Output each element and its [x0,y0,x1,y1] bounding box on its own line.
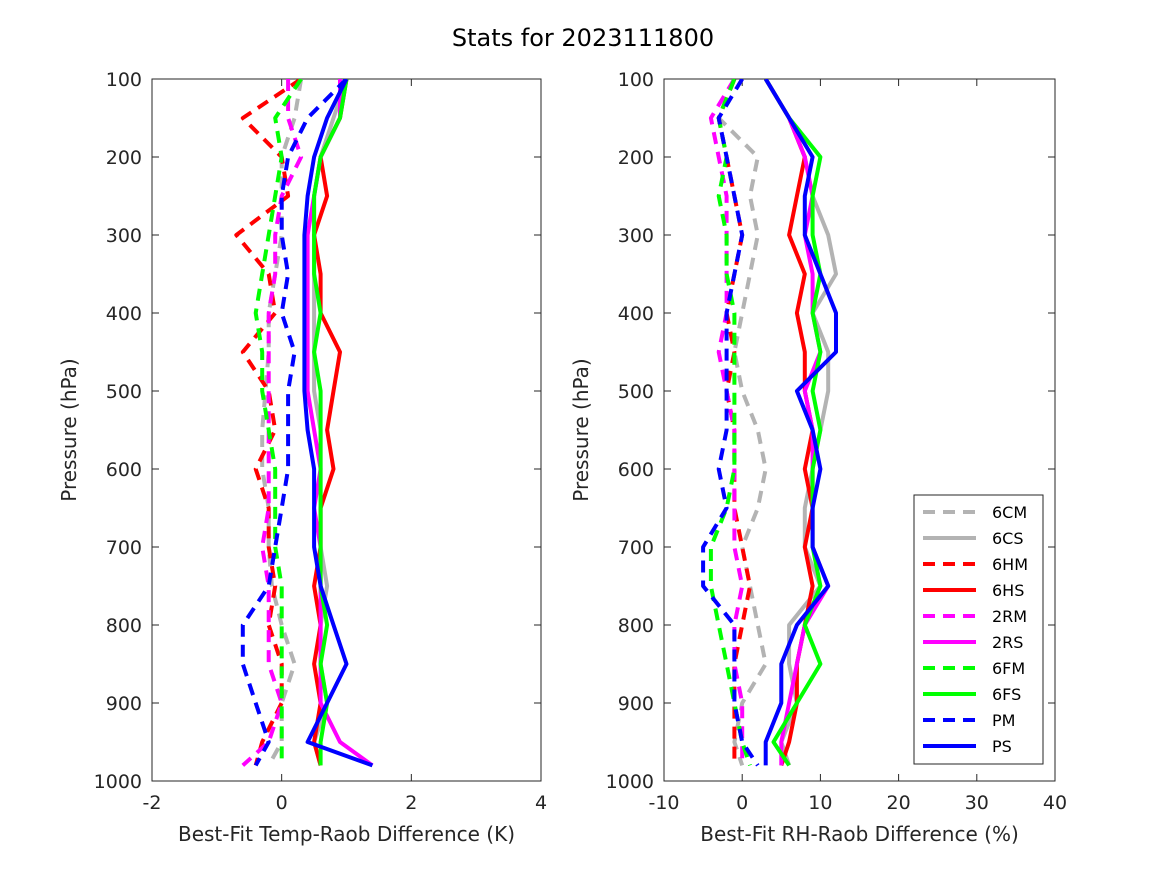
x-axis-label: Best-Fit Temp-Raob Difference (K) [178,822,515,846]
series-line-pm [701,79,760,767]
y-axis-label: Pressure (hPa) [569,358,593,501]
x-tick-label: 20 [887,792,911,814]
y-tick-label: 900 [618,693,654,715]
series-line-6fs [763,79,823,767]
chart-panel-2: -10 0 10 20 30 40 100 200 300 400 500 600 700 800 900 1… [569,69,1067,846]
series-group [701,79,838,767]
y-tick-label: 400 [618,303,654,325]
series-line-6fs [312,79,349,766]
axes-box [151,78,542,782]
series-line-6fm [708,79,752,767]
series-line-6fm [253,79,303,766]
legend-label-6hm: 6HM [992,555,1028,574]
y-tick-label: 300 [106,225,142,247]
y-tick-label: 500 [618,381,654,403]
x-tick-label: -2 [143,792,162,814]
x-tick-label: 40 [1043,792,1067,814]
legend-label-6fs: 6FS [992,685,1021,704]
x-tick-label: 4 [535,792,547,814]
y-tick-label: 200 [106,147,142,169]
series-group [234,79,374,768]
y-tick-label: 900 [106,693,142,715]
y-tick-label: 100 [106,69,142,91]
plots-layer: -2 0 2 41002003004005006007008009001000Best… [57,69,1067,846]
x-tick-label: 0 [276,792,288,814]
y-tick-label: 600 [106,459,142,481]
y-tick-label: 200 [618,147,654,169]
figure-title: Stats for 2023111800 [452,24,714,52]
legend-box [913,494,1044,765]
y-tick-label: 700 [618,537,654,559]
x-tick-label: 30 [965,792,989,814]
legend: 6CM 6CS 6HM 6HS 2RM 2RS 6FM 6FS PM PS [913,494,1044,765]
y-tick-label: 800 [106,615,142,637]
x-axis-label: Best-Fit RH-Raob Difference (%) [700,822,1019,846]
legend-label-6cm: 6CM [992,503,1027,522]
x-tick-label: 0 [736,792,748,814]
legend-label-pm: PM [992,711,1015,730]
series-line-ps [763,79,838,766]
legend-label-6hs: 6HS [992,581,1024,600]
chart-panel-1: -2 0 2 4 100 200 300 400 500 600 700 800 900 1000 Best… [57,69,547,846]
y-axis-label: Pressure (hPa) [57,358,81,501]
legend-label-ps: PS [992,737,1012,756]
x-tick-label: 2 [405,792,417,814]
y-tick-label: 100 [618,69,654,91]
series-line-2rm [708,79,745,766]
y-tick-label: 800 [618,615,654,637]
series-line-ps [302,79,374,768]
y-tick-label: 400 [106,303,142,325]
series-line-6hs [312,79,349,766]
y-tick-label: 700 [106,537,142,559]
series-line-2rm [241,79,304,767]
series-line-6hm [234,79,303,766]
legend-label-2rm: 2RM [992,607,1027,626]
y-tick-label: 1000 [94,771,142,793]
legend-label-6fm: 6FM [992,659,1025,678]
x-tick-label: -10 [648,792,679,814]
y-tick-label: 1000 [606,771,654,793]
legend-label-6cs: 6CS [992,529,1024,548]
y-tick-label: 600 [618,459,654,481]
y-tick-label: 500 [106,381,142,403]
y-tick-label: 300 [618,225,654,247]
x-tick-label: 10 [808,792,832,814]
legend-label-2rs: 2RS [992,633,1023,652]
